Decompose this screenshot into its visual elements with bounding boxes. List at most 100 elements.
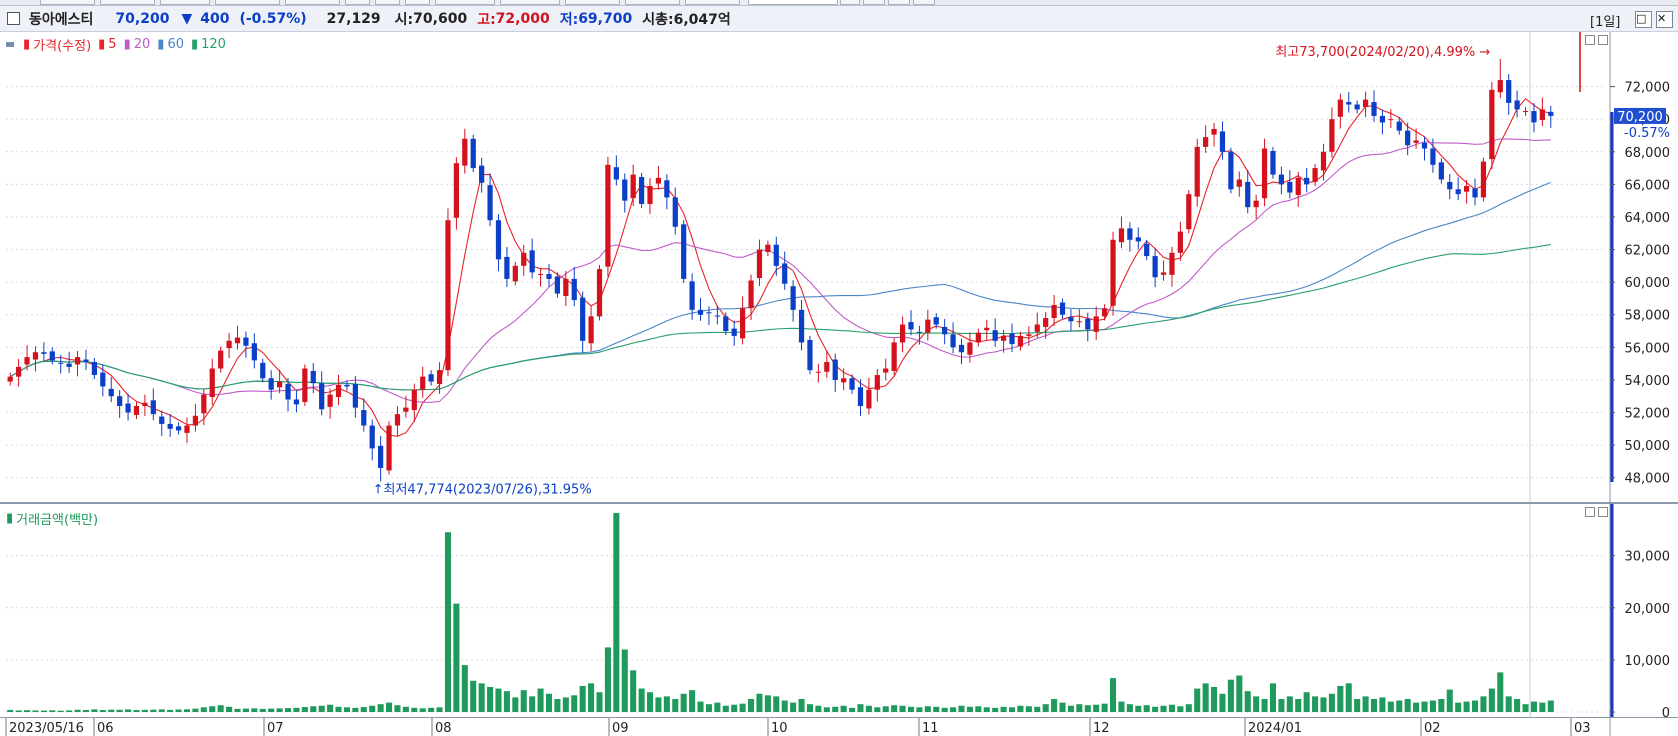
volume-bar [689, 690, 696, 712]
candle [142, 402, 148, 406]
volume-bar [1227, 679, 1234, 712]
volume-bar [1429, 700, 1436, 712]
candle [1329, 119, 1335, 152]
toolbar-button[interactable] [888, 0, 910, 5]
volume-chart-pane[interactable]: 30,000 20,000 10,000 0 ▮ 거래금액(백만) [0, 502, 1678, 720]
candle [925, 319, 931, 333]
candle [1093, 316, 1099, 332]
toolbar-button[interactable] [913, 0, 935, 5]
toolbar-button[interactable] [565, 0, 620, 5]
candle [133, 406, 140, 415]
candle [1009, 333, 1015, 345]
toolbar-button[interactable] [160, 0, 210, 5]
candle [361, 410, 367, 426]
candle [967, 342, 973, 355]
price-chart-svg[interactable]: 72,00070,00068,00066,00064,00062,00060,0… [0, 32, 1678, 502]
volume-bar [1236, 675, 1243, 712]
volume-bar [714, 702, 721, 712]
date-input[interactable] [748, 0, 838, 5]
y-tick-label: 50,000 [1625, 439, 1671, 454]
pane-menu-icon[interactable] [6, 42, 14, 47]
stock-name[interactable]: 동아에스티 [29, 11, 94, 28]
x-tick-label: 07 [267, 721, 284, 736]
volume-bar [748, 698, 755, 712]
current-price-tag-bg [1614, 107, 1666, 124]
candle [596, 269, 603, 317]
candle [1522, 111, 1529, 113]
toolbar-button[interactable] [685, 0, 740, 5]
candle [1160, 272, 1167, 275]
volume-bar [369, 705, 376, 712]
candle [386, 425, 392, 471]
toolbar-button[interactable] [375, 0, 400, 5]
pane-close-icon[interactable] [1598, 507, 1608, 517]
legend-ma5: 5 [108, 37, 117, 52]
volume-chart-svg[interactable]: 30,000 20,000 10,000 0 [0, 504, 1678, 720]
volume-bar [520, 690, 527, 712]
candle [1396, 121, 1402, 131]
toolbar-button[interactable] [863, 0, 885, 5]
maximize-icon[interactable]: □ [1635, 11, 1652, 28]
volume-bar [1295, 698, 1302, 712]
pane-minimize-icon[interactable] [1585, 507, 1595, 517]
volume-bar [276, 708, 283, 712]
toolbar-button[interactable] [405, 0, 430, 5]
volume-bar [1202, 683, 1209, 712]
price-chart-pane[interactable]: 72,00070,00068,00066,00064,00062,00060,0… [0, 32, 1678, 502]
candle [1371, 102, 1377, 116]
candle [1186, 194, 1192, 230]
volume-bar [242, 708, 249, 712]
volume-bar [891, 705, 898, 712]
low-price: 69,700 [578, 10, 633, 27]
toolbar-button[interactable] [285, 0, 340, 5]
volume-bar [15, 710, 22, 712]
period-indicator[interactable]: [1일] [1590, 15, 1621, 30]
candle [1068, 317, 1074, 322]
candle [563, 278, 569, 296]
volume-bar [849, 707, 856, 712]
candle [184, 425, 190, 433]
candle [655, 177, 662, 184]
toolbar-button[interactable] [840, 0, 860, 5]
low-label: 저: [559, 11, 579, 28]
candle [1405, 130, 1411, 146]
pane-close-icon[interactable] [1598, 35, 1608, 45]
volume-bar [74, 709, 81, 712]
candle [1219, 131, 1226, 152]
toolbar-button[interactable] [100, 0, 155, 5]
volume-bar [49, 710, 56, 712]
candle [790, 286, 796, 310]
volume-bar [773, 696, 780, 712]
candle [1421, 142, 1428, 149]
toolbar-button[interactable] [40, 0, 95, 5]
volume-bar [630, 670, 637, 712]
toolbar-button[interactable] [500, 0, 560, 5]
toolbar-button[interactable] [215, 0, 280, 5]
select-checkbox[interactable] [7, 12, 20, 25]
volume-bar [57, 710, 64, 712]
toolbar-button[interactable] [345, 0, 370, 5]
volume-bar [933, 706, 940, 712]
volume-bar [646, 692, 654, 712]
volume-bar [655, 697, 662, 712]
toolbar-button[interactable] [625, 0, 680, 5]
candle [352, 384, 358, 408]
toolbar-button[interactable] [435, 0, 495, 5]
y-tick-label: 60,000 [1625, 276, 1671, 291]
ma5-line [9, 97, 1551, 437]
pane-minimize-icon[interactable] [1585, 35, 1595, 45]
volume-bar [1404, 698, 1411, 712]
candle [1497, 80, 1503, 93]
candle [327, 394, 333, 407]
volume-bar [512, 697, 519, 712]
volume-bar [7, 709, 14, 712]
candle [1118, 228, 1125, 243]
volume-bar [1455, 702, 1462, 712]
volume-bar [545, 693, 553, 712]
x-axis: 2023/05/16 06 07 08 09 10 11 12 2024/01 02 03 [0, 717, 1678, 736]
candle [664, 180, 670, 198]
close-icon[interactable]: ✕ [1656, 11, 1673, 28]
volume-bar [1253, 696, 1260, 712]
candle [984, 327, 990, 331]
change-percent: (-0.57%) [239, 10, 307, 27]
